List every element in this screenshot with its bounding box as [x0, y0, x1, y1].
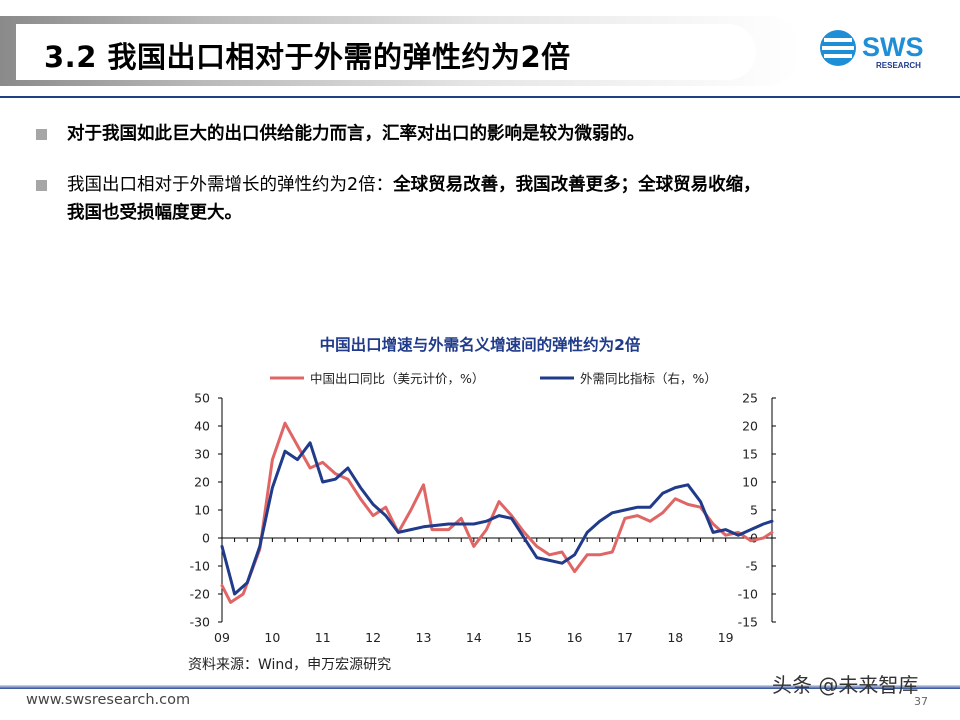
bullet-square-icon	[36, 129, 47, 140]
bullet-square-icon	[36, 180, 47, 191]
y-tick-label-left: 50	[194, 391, 210, 406]
logo-icon: SWS RESEARCH	[820, 30, 924, 70]
header-title-panel	[16, 24, 756, 80]
page-number: 37	[914, 695, 928, 708]
logo-text: SWS	[862, 32, 924, 62]
x-tick-label: 16	[567, 630, 583, 645]
y-tick-label-right: 0	[750, 531, 758, 546]
x-tick-label: 14	[466, 630, 482, 645]
y-tick-label-left: 40	[194, 419, 210, 434]
logo-subtext: RESEARCH	[876, 61, 921, 70]
watermark: 头条 @未来智库	[772, 673, 919, 697]
footer-divider	[0, 685, 960, 689]
y-tick-label-left: 30	[194, 447, 210, 462]
series-line	[220, 441, 774, 596]
y-tick-label-right: 15	[742, 447, 758, 462]
y-tick-label-left: -10	[190, 559, 210, 574]
y-tick-label-left: -20	[190, 587, 210, 602]
y-tick-label-left: 0	[202, 531, 210, 546]
series-line	[220, 421, 774, 604]
bullet-text-bold: 全球贸易改善，我国改善更多；全球贸易收缩，	[393, 175, 761, 195]
legend-label: 外需同比指标（右，%）	[580, 371, 717, 386]
y-tick-label-right: 5	[750, 503, 758, 518]
y-tick-label-right: 10	[742, 475, 758, 490]
legend-label: 中国出口同比（美元计价，%）	[310, 371, 484, 386]
y-tick-label-right: -15	[738, 615, 758, 630]
bullet-text: 我国出口相对于外需增长的弹性约为2倍：全球贸易改善，我国改善更多；全球贸易收缩，…	[67, 171, 917, 227]
footer-url-link[interactable]: www.swsresearch.com	[26, 692, 191, 708]
x-tick-label: 18	[667, 630, 683, 645]
y-tick-label-left: -30	[190, 615, 210, 630]
x-tick-label: 12	[365, 630, 381, 645]
y-tick-label-right: -5	[746, 559, 758, 574]
x-tick-label: 17	[617, 630, 633, 645]
x-tick-label: 10	[264, 630, 280, 645]
x-tick-label: 09	[214, 630, 230, 645]
chart: 中国出口增速与外需名义增速间的弹性约为2倍中国出口同比（美元计价，%） 外需同比指…	[180, 322, 780, 662]
x-tick-label: 15	[516, 630, 532, 645]
y-tick-label-right: 25	[742, 391, 758, 406]
chart-title: 中国出口增速与外需名义增速间的弹性约为2倍	[320, 335, 641, 354]
y-tick-label-right: -10	[738, 587, 758, 602]
bullet-text-bold-line2: 我国也受损幅度更大。	[67, 203, 242, 223]
page-title: 3.2 我国出口相对于外需的弹性约为2倍	[44, 40, 571, 74]
y-tick-label-left: 10	[194, 503, 210, 518]
x-tick-label: 13	[416, 630, 432, 645]
x-tick-label: 11	[315, 630, 331, 645]
sws-logo: SWS RESEARCH	[818, 24, 942, 76]
source-note: 资料来源：Wind，申万宏源研究	[188, 657, 392, 673]
header-divider	[0, 96, 960, 98]
x-tick-label: 19	[718, 630, 734, 645]
bullet-text: 对于我国如此巨大的出口供给能力而言，汇率对出口的影响是较为微弱的。	[67, 124, 645, 144]
y-tick-label-right: 20	[742, 419, 758, 434]
bullet-text-plain: 我国出口相对于外需增长的弹性约为2倍：	[67, 175, 394, 195]
y-tick-label-left: 20	[194, 475, 210, 490]
